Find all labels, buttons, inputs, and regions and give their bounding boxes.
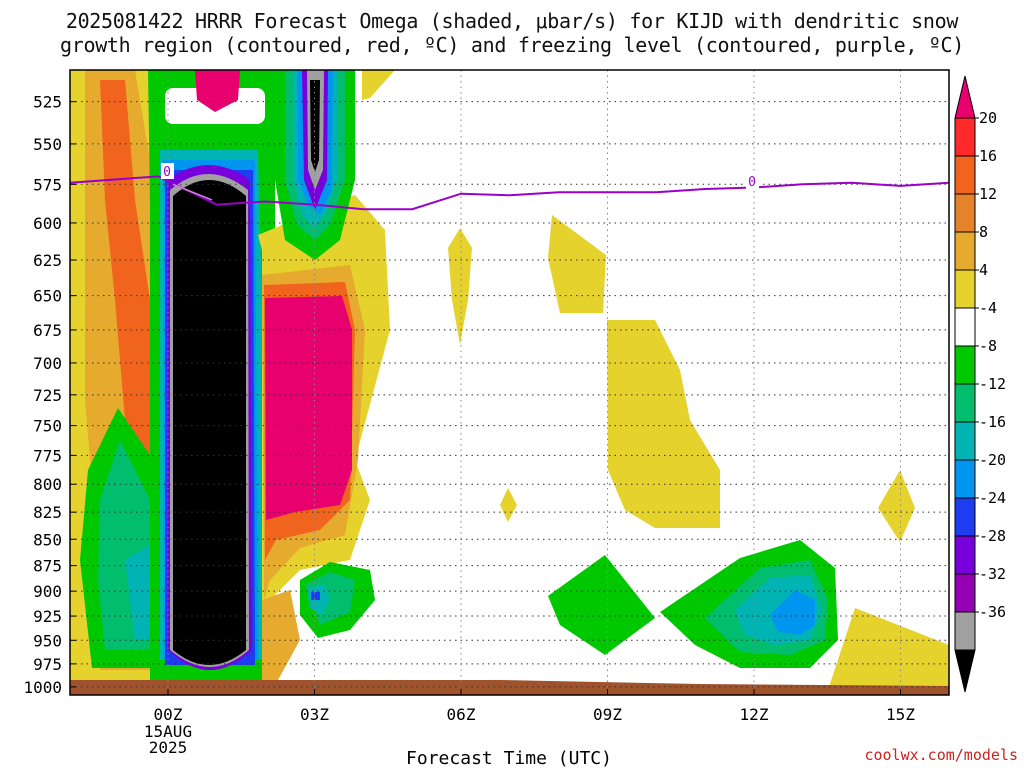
colorbar-label: -20 [979,451,1006,469]
omega-contour-pos4-09z-upper [548,215,606,313]
colorbar-label: 16 [979,147,997,165]
x-tick-date: 15AUG [144,722,192,741]
colorbar-segment [954,383,976,423]
chart-grid [70,70,949,695]
freezing-level-contour [70,175,949,211]
colorbar-segment [954,155,976,195]
y-tick-label: 800 [33,475,62,494]
plot-frame [69,69,950,696]
colorbar-label: -4 [979,299,997,317]
colorbar-segment [954,459,976,499]
y-axis-ticks: 525 550 575 600 625 650 675 700 725 750 775 800 825 8… [23,93,76,697]
omega-contour-neg4-09z [548,555,655,655]
colorbar-label: -32 [979,565,1006,583]
omega-contour-pos20-03z [265,296,352,520]
x-tick-label: 09Z [593,705,622,724]
x-tick-label: 03Z [300,705,329,724]
omega-contour-pos4-06z [448,228,472,345]
x-axis-ticks: 00Z 03Z 06Z 09Z 12Z 15Z [154,689,915,724]
x-tick-year: 2025 [149,738,188,757]
freezing-level-label-left: 0 [163,165,171,180]
colorbar-segment [954,421,976,461]
freezing-label-bg-left [161,163,174,179]
colorbar-label: -28 [979,527,1006,545]
colorbar-label: -36 [979,603,1006,621]
y-tick-label: 1000 [23,678,62,697]
colorbar-segment [954,193,976,233]
colorbar-label: -12 [979,375,1006,393]
omega-shading [70,70,949,695]
y-tick-label: 575 [33,175,62,194]
colorbar-segment [954,573,976,613]
colorbar-bottom-arrow [954,649,976,693]
x-tick-label: 06Z [447,705,476,724]
colorbar-segment [954,345,976,385]
y-tick-label: 725 [33,386,62,405]
x-axis-label: Forecast Time (UTC) [406,748,612,768]
colorbar-segment [954,611,976,651]
colorbar-segment [954,269,976,309]
y-tick-label: 925 [33,607,62,626]
colorbar-label: 4 [979,261,988,279]
colorbar-label: -24 [979,489,1006,507]
colorbar-label: 8 [979,223,988,241]
colorbar-segment [954,117,976,157]
colorbar: 20 16 12 8 4 -4 -8 -12 -16 -20 -24 -28 -32 -36 [954,75,1006,693]
y-tick-label: 850 [33,530,62,549]
colorbar-segment [954,307,976,347]
y-tick-label: 775 [33,446,62,465]
x-tick-label: 00Z [154,705,183,724]
credit-link[interactable]: coolwx.com/models [864,746,1018,764]
y-tick-label: 825 [33,503,62,522]
omega-contour-pos4-15z-low [828,608,949,690]
colorbar-label: 12 [979,185,997,203]
y-tick-label: 675 [33,321,62,340]
x-tick-label: 12Z [740,705,769,724]
y-tick-label: 900 [33,582,62,601]
y-tick-label: 950 [33,631,62,650]
colorbar-top-arrow [954,75,976,119]
y-tick-label: 625 [33,251,62,270]
y-tick-label: 600 [33,214,62,233]
freezing-label-bg-right [746,173,759,189]
chart-title-line1: 2025081422 HRRR Forecast Omega (shaded, … [65,9,959,33]
surface-terrain [70,680,949,695]
omega-contour-neg36-core [173,180,246,665]
y-tick-label: 875 [33,557,62,576]
freezing-level-label-right: 0 [748,175,756,190]
colorbar-segment [954,535,976,575]
y-tick-label: 525 [33,93,62,112]
y-tick-label: 750 [33,417,62,436]
omega-contour-pos4-15z-mid [878,470,915,542]
omega-contour-pos4-07z [500,488,517,522]
y-tick-label: 650 [33,287,62,306]
omega-contour-pos4-09z [607,320,720,528]
y-tick-label: 700 [33,354,62,373]
colorbar-segment [954,497,976,537]
colorbar-label: -16 [979,413,1006,431]
chart-title-line2: growth region (contoured, red, ºC) and f… [59,33,965,57]
x-tick-label: 15Z [886,705,915,724]
y-tick-label: 550 [33,135,62,154]
colorbar-label: 20 [979,109,997,127]
y-tick-label: 975 [33,655,62,674]
colorbar-label: -8 [979,337,997,355]
colorbar-segment [954,231,976,271]
